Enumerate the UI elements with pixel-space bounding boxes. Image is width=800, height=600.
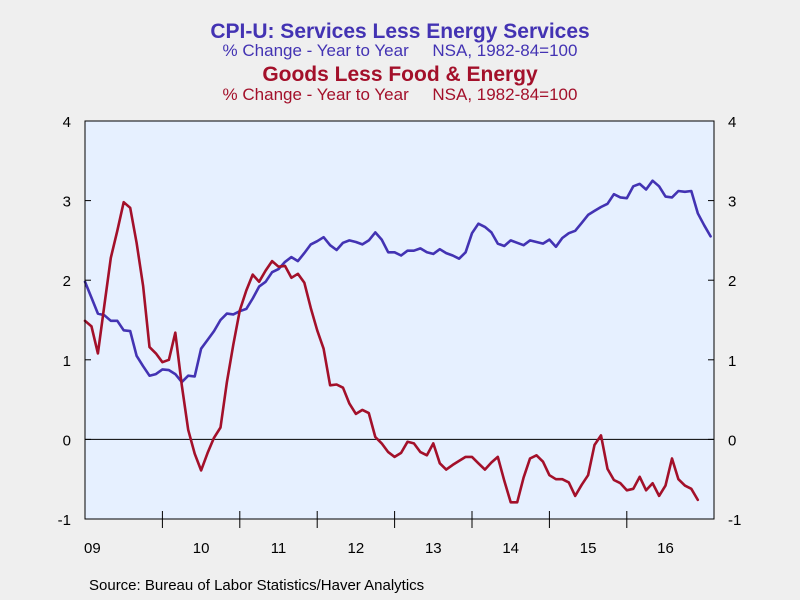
chart-title-services: CPI-U: Services Less Energy Services	[210, 20, 590, 43]
x-tick-label: 10	[193, 540, 210, 557]
plot-border	[84, 120, 715, 520]
y-tick-label-left: -1	[58, 512, 71, 529]
x-tick-label: 12	[348, 540, 365, 557]
y-tick-label-left: 3	[63, 194, 71, 211]
x-tick-label: 13	[425, 540, 442, 557]
y-tick-label-right: 4	[728, 114, 736, 131]
chart-subtitle-services-text: % Change - Year to Year NSA, 1982-84=100	[222, 41, 578, 60]
y-tick-label-left: 1	[63, 353, 71, 370]
y-tick-label-left: 4	[63, 114, 71, 131]
chart-subtitle-goods-text: % Change - Year to Year NSA, 1982-84=100	[222, 85, 578, 104]
y-tick-label-left: 0	[63, 432, 71, 449]
plot-area	[85, 121, 714, 519]
source-note: Source: Bureau of Labor Statistics/Haver…	[89, 577, 425, 594]
x-tick-label: 11	[271, 540, 287, 557]
y-tick-label-right: 2	[728, 273, 736, 290]
x-tick-label: 15	[580, 540, 597, 557]
x-tick-label: 14	[502, 540, 519, 557]
series-line-goods	[83, 200, 700, 504]
y-tick-label-right: 0	[728, 432, 736, 449]
y-tick-label-right: 1	[728, 353, 736, 370]
series-line-services	[83, 179, 712, 384]
y-tick-label-right: 3	[728, 194, 736, 211]
x-tick-label: 09	[84, 540, 101, 557]
chart-title-goods: Goods Less Food & Energy	[262, 63, 538, 86]
y-tick-label-left: 2	[63, 273, 71, 290]
chart-subtitle-services: % Change - Year to Year NSA, 1982-84=100	[0, 41, 800, 61]
y-tick-label-right: -1	[728, 512, 741, 529]
x-tick-label: 16	[657, 540, 674, 557]
chart-subtitle-goods: % Change - Year to Year NSA, 1982-84=100	[0, 85, 800, 105]
